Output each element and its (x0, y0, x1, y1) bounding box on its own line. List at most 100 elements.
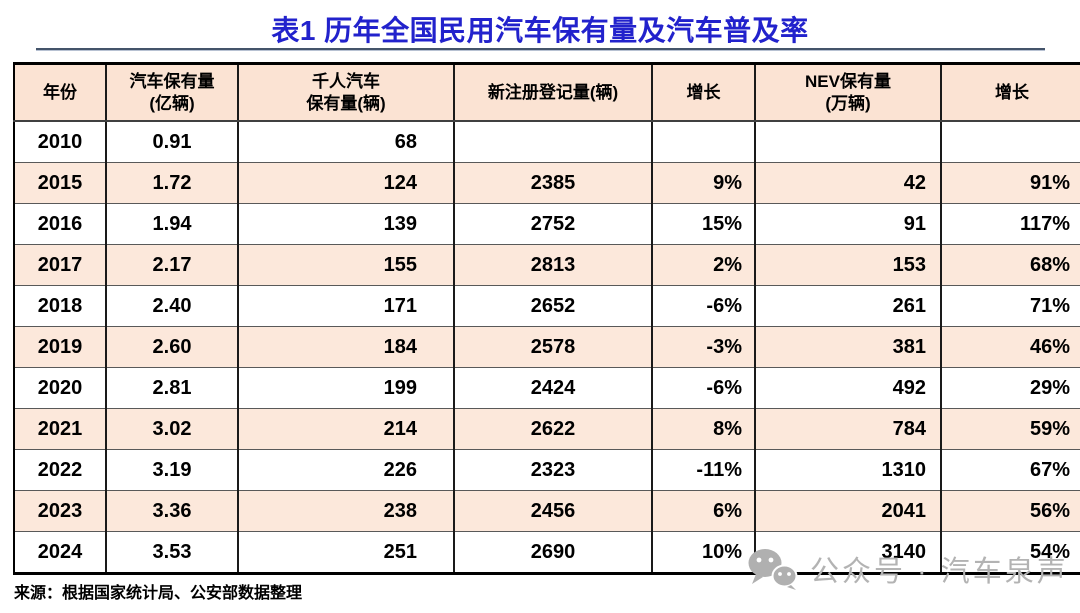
cell-new-registrations: 2323 (453, 449, 652, 491)
table-header-row: 年份 汽车保有量 (亿辆) 千人汽车 保有量(辆) 新注册登记量(辆) 增长 NEV保有量… (14, 63, 1080, 122)
cell-fleet-total: 2.17 (105, 244, 238, 286)
cell-year: 2015 (14, 162, 106, 204)
cell-per-thousand: 171 (237, 285, 454, 327)
cell-fleet-total: 3.19 (105, 449, 238, 491)
cell-per-thousand: 139 (237, 203, 454, 245)
cell-new-registrations: 2622 (453, 408, 652, 450)
cell-year: 2010 (37, 130, 83, 153)
cell-new-registrations: 2385 (453, 162, 652, 204)
cell-nev-growth: 117% (940, 203, 1080, 245)
cell-year: 2020 (14, 367, 106, 409)
cell-fleet-total: 3.02 (105, 408, 238, 450)
cell-growth: 9% (651, 162, 755, 204)
watermark-text: 公众号 · 汽车泉声 (810, 556, 1069, 588)
column-header-nev-growth: 增长 (940, 63, 1080, 122)
cell-nev-growth: 91% (940, 162, 1080, 204)
cell-growth (651, 121, 755, 163)
cell-year: 2017 (14, 244, 106, 286)
table-row-2018: 2018 2.40 171 2652 -6% 261 71% (14, 285, 1080, 327)
table-header: 年份 汽车保有量 (亿辆) 千人汽车 保有量(辆) 新注册登记量(辆) 增长 NEV保有量… (14, 63, 1080, 122)
cell-per-thousand: 199 (237, 367, 454, 409)
cell-nev-total (754, 121, 941, 163)
cell-nev-growth: 67% (940, 449, 1080, 491)
wechat-icon (748, 549, 798, 590)
cell-per-thousand: 184 (237, 326, 454, 368)
cell-nev-total: 153 (754, 244, 941, 286)
cell-nev-growth: 59% (940, 408, 1080, 450)
cell-fleet-total: 2.81 (105, 367, 238, 409)
cell-year: 2024 (14, 531, 106, 574)
table-row-2017: 2017 2.17 155 2813 2% 153 68% (14, 244, 1080, 286)
table-row-2021: 2021 3.02 214 2622 8% 784 59% (14, 408, 1080, 450)
column-header-fleet-total: 汽车保有量 (亿辆) (105, 63, 238, 122)
cell-year: 2018 (14, 285, 106, 327)
cell-nev-growth (940, 121, 1080, 163)
cell-nev-growth: 56% (940, 490, 1080, 532)
vehicle-ownership-table: 年份 汽车保有量 (亿辆) 千人汽车 保有量(辆) 新注册登记量(辆) 增长 NEV保有量… (13, 62, 1080, 575)
cell-fleet-total: 2.60 (105, 326, 238, 368)
cell-per-thousand: 68 (237, 121, 454, 163)
cell-nev-total: 381 (754, 326, 941, 368)
table-row-2016: 2016 1.94 139 2752 15% 91 117% (14, 203, 1080, 245)
cell-new-registrations: 2690 (453, 531, 652, 574)
table-row-2023: 2023 3.36 238 2456 6% 2041 56% (14, 490, 1080, 532)
table-row-2024: 2024 3.53 251 2690 10% 3140 54% (14, 531, 1080, 574)
table-row-2010: 2010 0.91 68 (14, 121, 1080, 163)
watermark: 公众号 · 汽车泉声 (746, 547, 1069, 591)
table-row-2022: 2022 3.19 226 2323 -11% 1310 67% (14, 449, 1080, 491)
cell-new-registrations: 2578 (453, 326, 652, 368)
cell-per-thousand: 238 (237, 490, 454, 532)
cell-fleet-total: 2.40 (105, 285, 238, 327)
cell-new-registrations (453, 121, 652, 163)
cell-nev-total: 261 (754, 285, 941, 327)
cell-fleet-total: 3.36 (105, 490, 238, 532)
cell-year: 2022 (14, 449, 106, 491)
cell-nev-total: 784 (754, 408, 941, 450)
cell-per-thousand: 226 (237, 449, 454, 491)
cell-nev-total: 2041 (754, 490, 941, 532)
cell-per-thousand: 251 (237, 531, 454, 574)
cell-fleet-total: 3.53 (105, 531, 238, 574)
cell-growth: -11% (651, 449, 755, 491)
cell-nev-total: 42 (754, 162, 941, 204)
cell-nev-growth: 46% (940, 326, 1080, 368)
column-header-growth: 增长 (651, 63, 755, 122)
cell-growth: -6% (651, 285, 755, 327)
cell-growth: 15% (651, 203, 755, 245)
table-row-2020: 2020 2.81 199 2424 -6% 492 29% (14, 367, 1080, 409)
cell-new-registrations: 2813 (453, 244, 652, 286)
column-header-year: 年份 (14, 63, 106, 122)
table-title: 表1 历年全国民用汽车保有量及汽车普及率 (271, 15, 809, 46)
cell-per-thousand: 214 (237, 408, 454, 450)
table-row-2019: 2019 2.60 184 2578 -3% 381 46% (14, 326, 1080, 368)
cell-per-thousand: 155 (237, 244, 454, 286)
cell-growth: -3% (651, 326, 755, 368)
cell-nev-growth: 68% (940, 244, 1080, 286)
cell-year: 2021 (14, 408, 106, 450)
cell-year: 2016 (14, 203, 106, 245)
cell-nev-growth: 29% (940, 367, 1080, 409)
cell-year: 2019 (14, 326, 106, 368)
cell-new-registrations: 2652 (453, 285, 652, 327)
cell-growth: 2% (651, 244, 755, 286)
cell-fleet-total: 1.94 (105, 203, 238, 245)
cell-growth: 8% (651, 408, 755, 450)
cell-nev-growth: 54% (940, 531, 1080, 574)
cell-year: 2023 (14, 490, 106, 532)
cell-fleet-total: 1.72 (105, 162, 238, 204)
table-body: 2010 0.91 68 2015 1.72 124 2385 9% 42 91% 2016 1.94… (14, 121, 1080, 574)
cell-new-registrations: 2424 (453, 367, 652, 409)
cell-new-registrations: 2456 (453, 490, 652, 532)
cell-growth: 6% (651, 490, 755, 532)
column-header-new-registrations: 新注册登记量(辆) (453, 63, 652, 122)
source-note: 来源：根据国家统计局、公安部数据整理 (14, 585, 303, 602)
title-underline (36, 48, 1045, 50)
cell-nev-total: 1310 (754, 449, 941, 491)
column-header-per-thousand: 千人汽车 保有量(辆) (237, 63, 454, 122)
cell-nev-total: 91 (754, 203, 941, 245)
cell-nev-total: 492 (754, 367, 941, 409)
cell-per-thousand: 124 (237, 162, 454, 204)
cell-fleet-total: 0.91 (105, 121, 238, 163)
column-header-nev-total: NEV保有量 (万辆) (754, 63, 941, 122)
